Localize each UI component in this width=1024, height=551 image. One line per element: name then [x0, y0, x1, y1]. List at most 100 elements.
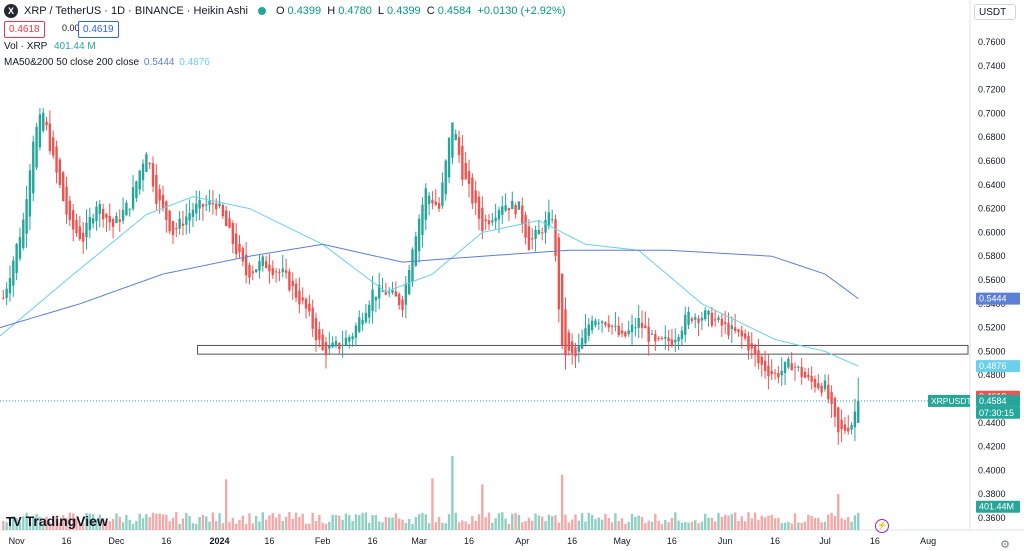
volume-bar [677, 520, 680, 530]
candle-body [550, 219, 554, 221]
volume-bar [354, 514, 358, 530]
volume-bar [687, 522, 690, 530]
volume-bar [727, 515, 730, 530]
sell-button[interactable]: 0.4618 [4, 21, 45, 38]
candle-body [248, 264, 251, 278]
volume-bar [467, 523, 471, 530]
tradingview-logo-icon: TV [6, 513, 22, 529]
price-label-text: 0.5444 [979, 294, 1007, 304]
volume-bar [837, 493, 840, 530]
volume-bar [101, 518, 105, 530]
candle-body [198, 199, 201, 209]
candle-body [577, 345, 581, 352]
volume-bar [451, 456, 454, 530]
candle-body [15, 244, 18, 274]
volume-bar [630, 514, 634, 530]
candle-body [590, 320, 594, 331]
volume-bar [587, 512, 590, 530]
candle-body [231, 223, 235, 244]
flash-icon[interactable]: ⚡ [875, 519, 889, 533]
buy-button[interactable]: 0.4619 [78, 21, 119, 38]
volume-bar [424, 514, 427, 530]
volume-bar [464, 521, 467, 530]
candle-body [654, 334, 657, 342]
candle-body [434, 201, 437, 205]
volume-bar [713, 521, 717, 530]
volume-bar [258, 521, 261, 530]
y-tick-label: 0.4000 [978, 465, 1006, 475]
candle-body [843, 424, 847, 431]
candle-body [840, 419, 843, 430]
candle-body [181, 223, 185, 226]
volume-bar [757, 520, 760, 530]
volume-bar [753, 512, 757, 530]
candle-body [750, 343, 753, 349]
candle-body [304, 299, 308, 309]
candle-body [311, 307, 314, 329]
volume-bar [833, 516, 837, 530]
volume-bar [817, 517, 820, 530]
volume-bar [161, 514, 165, 530]
volume-bar [311, 512, 314, 530]
volume-bar [544, 521, 547, 530]
currency-selector[interactable]: USDT [974, 4, 1016, 20]
volume-bar [717, 512, 720, 530]
y-tick-label: 0.4800 [978, 370, 1006, 380]
candle-body [793, 366, 797, 368]
tradingview-logo[interactable]: TV TradingView [6, 513, 108, 529]
candle-body [733, 327, 737, 332]
volume-bar [78, 523, 82, 530]
volume-bar [48, 522, 52, 530]
volume-legend[interactable]: Vol · XRP 401.44 M [4, 41, 96, 52]
volume-bar [507, 523, 511, 530]
candle-body [344, 337, 348, 346]
candle-body [680, 330, 684, 340]
volume-bar [121, 522, 125, 530]
volume-bar [574, 514, 577, 530]
volume-bar [128, 519, 131, 530]
volume-bar [674, 512, 677, 530]
volume-bar [191, 523, 195, 530]
volume-bar [195, 523, 198, 530]
volume-bar [145, 514, 148, 530]
candle-body [12, 260, 15, 286]
volume-bar [607, 517, 610, 530]
symbol-title[interactable]: XRP / TetherUS · 1D · BINANCE · Heikin A… [24, 5, 248, 17]
volume-bar [404, 522, 408, 530]
x-tick-label: Feb [315, 536, 331, 546]
candle-body [627, 330, 630, 335]
candle-body [48, 123, 52, 152]
candle-body [404, 283, 408, 305]
volume-bar [590, 514, 594, 530]
candle-body [704, 310, 707, 320]
candle-body [813, 378, 817, 388]
x-tick-label: Mar [411, 536, 427, 546]
candle-body [384, 291, 388, 295]
ma-legend[interactable]: MA50&200 50 close 200 close 0.5444 0.487… [4, 57, 210, 68]
y-tick-label: 0.3800 [978, 489, 1006, 499]
volume-bar [810, 516, 813, 530]
volume-bar [268, 515, 271, 530]
volume-bar [634, 516, 637, 530]
candle-body [85, 222, 88, 238]
price-label [976, 500, 1020, 513]
candle-body [62, 172, 65, 201]
settings-gear-icon[interactable]: ⚙ [1000, 539, 1010, 551]
y-tick-label: 0.4400 [978, 418, 1006, 428]
y-tick-label: 0.6400 [978, 180, 1006, 190]
candle-body [414, 236, 418, 266]
volume-bar [627, 521, 630, 530]
volume-bar [564, 514, 567, 530]
candle-body [494, 217, 497, 222]
candle-body [687, 311, 690, 325]
volume-bar [165, 514, 168, 530]
candle-body [451, 122, 454, 158]
volume-bar [387, 517, 391, 530]
candle-body [857, 400, 860, 423]
candle-body [461, 146, 464, 180]
change-value: +0.0130 (+2.92%) [477, 5, 566, 17]
candle-body [254, 269, 258, 273]
x-tick-label: Nov [9, 536, 26, 546]
volume-bar [650, 521, 654, 530]
